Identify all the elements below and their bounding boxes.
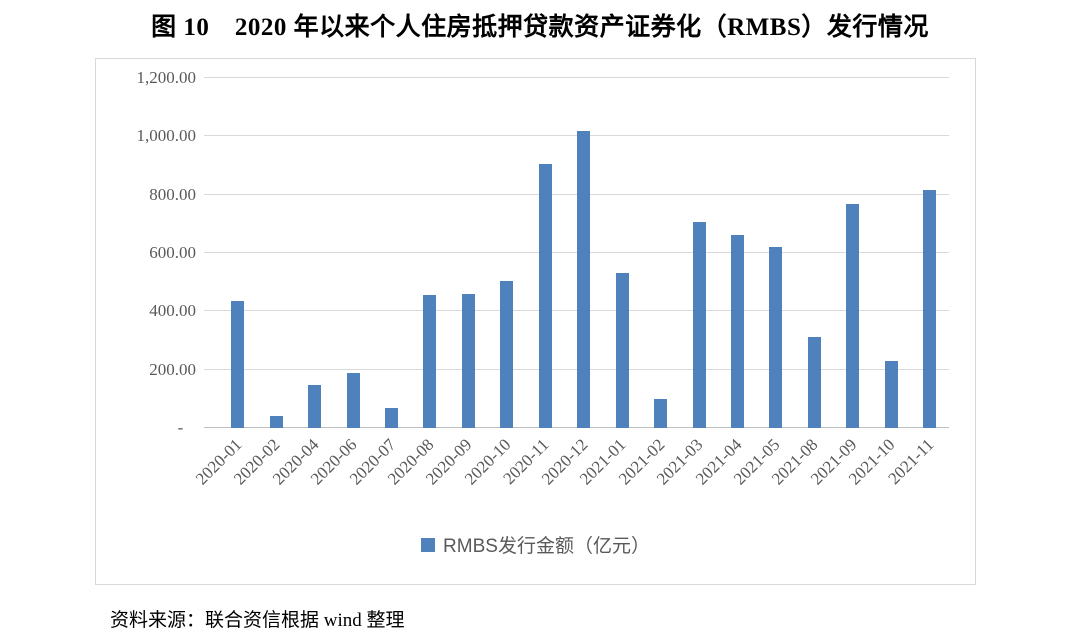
gridline: [204, 368, 949, 370]
bar-2021-01: [615, 272, 629, 428]
bar-2021-08: [807, 337, 821, 428]
bar-2020-11: [538, 164, 552, 428]
y-tick-label: 600.00: [149, 243, 196, 262]
bar-2020-04: [308, 384, 322, 428]
bar-2020-12: [577, 130, 591, 428]
gridline: [204, 310, 949, 312]
legend: RMBS发行金额（亿元）: [96, 531, 975, 558]
source-note: 资料来源：联合资信根据 wind 整理: [110, 610, 405, 631]
gridline: [204, 135, 949, 137]
bar-2021-09: [846, 204, 860, 428]
bar-2021-10: [884, 360, 898, 428]
x-axis-line: [204, 427, 949, 428]
bar-2021-11: [923, 190, 937, 428]
y-tick-label: 200.00: [149, 359, 196, 379]
y-tick-label: 800.00: [149, 184, 196, 204]
gridline: [204, 252, 949, 253]
bar-2021-02: [654, 398, 668, 428]
bar-2020-10: [500, 281, 514, 428]
chart-frame: - 200.00 400.00 600.00 800.00 1,000.00 1,200.…: [95, 58, 976, 585]
legend-square-icon: [421, 537, 436, 552]
bar-2021-03: [692, 221, 706, 428]
y-tick-label: -: [177, 418, 196, 437]
bar-2020-08: [423, 295, 437, 428]
figure-title: 图 10 2020 年以来个人住房抵押贷款资产证券化（RMBS）发行情况: [151, 14, 929, 41]
gridline: [204, 77, 949, 78]
bar-2020-09: [461, 294, 475, 428]
bar-2020-06: [346, 373, 360, 428]
bar-2021-04: [731, 234, 745, 428]
y-tick-label: 1,200.00: [136, 68, 197, 87]
bar-2020-01: [231, 301, 245, 428]
plot-area: [204, 77, 949, 428]
bar-2021-05: [769, 247, 783, 428]
bar-2020-02: [269, 416, 283, 428]
y-tick-label: 1,000.00: [136, 126, 197, 146]
gridline: [204, 193, 949, 195]
y-tick-label: 400.00: [149, 301, 196, 321]
legend-label: RMBS发行金额（亿元）: [443, 536, 650, 557]
bar-2020-07: [385, 407, 398, 428]
